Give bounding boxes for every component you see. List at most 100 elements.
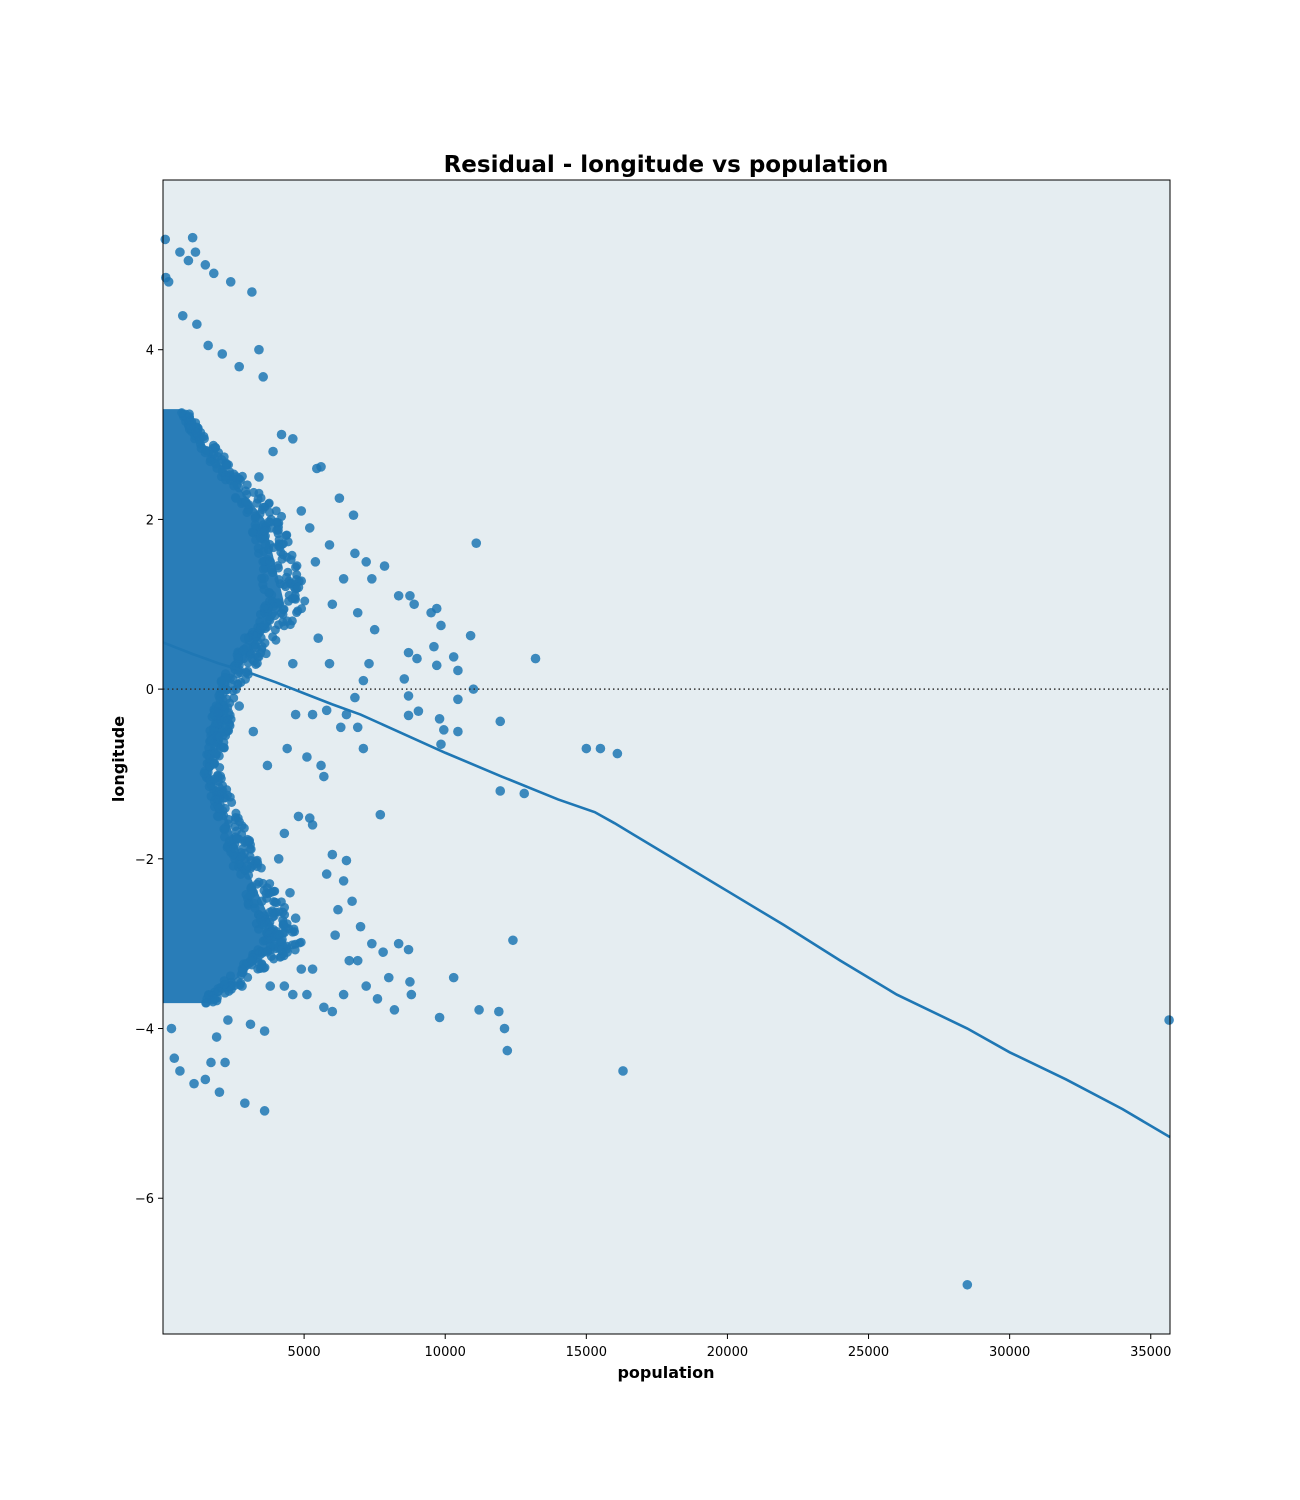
data-point bbox=[453, 665, 463, 676]
y-tick-label: −4 bbox=[135, 1023, 154, 1038]
data-point bbox=[319, 771, 329, 782]
data-point bbox=[237, 844, 247, 854]
data-point bbox=[192, 319, 202, 330]
data-point bbox=[229, 981, 239, 991]
data-point bbox=[250, 903, 260, 913]
data-point bbox=[495, 786, 506, 796]
data-point bbox=[502, 1045, 513, 1056]
data-point bbox=[612, 748, 623, 759]
data-point bbox=[453, 726, 463, 737]
data-point bbox=[341, 709, 352, 720]
data-point bbox=[219, 979, 229, 989]
data-point bbox=[453, 694, 463, 705]
data-point bbox=[217, 349, 228, 359]
data-point bbox=[271, 506, 281, 516]
data-point bbox=[284, 596, 294, 606]
data-point bbox=[265, 615, 275, 625]
data-point bbox=[186, 421, 196, 431]
data-point bbox=[247, 287, 257, 297]
data-point bbox=[256, 912, 266, 922]
data-point bbox=[210, 749, 220, 759]
data-point bbox=[230, 815, 240, 825]
data-point bbox=[260, 526, 270, 536]
data-point bbox=[274, 575, 284, 585]
data-point bbox=[204, 990, 214, 1000]
data-point bbox=[160, 234, 171, 245]
data-point bbox=[225, 277, 236, 287]
data-point bbox=[213, 719, 223, 729]
data-point bbox=[962, 1279, 973, 1290]
data-point bbox=[1164, 1015, 1174, 1025]
data-point bbox=[279, 928, 289, 938]
data-point bbox=[375, 809, 386, 820]
data-point bbox=[214, 787, 224, 797]
y-tick-label: 2 bbox=[146, 513, 154, 528]
data-point bbox=[378, 947, 388, 957]
data-point bbox=[333, 904, 343, 915]
data-point bbox=[429, 641, 439, 652]
data-point bbox=[290, 709, 301, 720]
data-point bbox=[273, 854, 284, 864]
data-point bbox=[259, 584, 269, 594]
data-point bbox=[448, 652, 459, 662]
data-point bbox=[499, 1023, 510, 1034]
data-point bbox=[269, 941, 279, 951]
data-point bbox=[245, 890, 255, 900]
data-point bbox=[255, 964, 265, 974]
data-point bbox=[348, 510, 359, 520]
data-point bbox=[228, 686, 238, 696]
data-point bbox=[225, 971, 235, 981]
data-point bbox=[242, 489, 252, 499]
data-point bbox=[355, 921, 366, 932]
data-point bbox=[240, 633, 250, 644]
data-point bbox=[217, 742, 227, 752]
data-point bbox=[280, 910, 290, 920]
data-point bbox=[175, 1066, 185, 1076]
data-point bbox=[175, 247, 185, 257]
data-point bbox=[312, 463, 322, 474]
x-tick-label: 25000 bbox=[848, 1345, 889, 1360]
data-point bbox=[434, 1012, 445, 1023]
data-point bbox=[289, 924, 299, 934]
data-point bbox=[234, 361, 244, 372]
data-point bbox=[350, 692, 360, 703]
data-point bbox=[393, 938, 404, 949]
data-point bbox=[285, 887, 295, 898]
data-point bbox=[269, 908, 279, 918]
x-tick-label: 30000 bbox=[989, 1345, 1030, 1360]
data-point bbox=[256, 641, 267, 652]
data-point bbox=[220, 704, 230, 714]
data-point bbox=[350, 548, 360, 559]
data-point bbox=[495, 716, 506, 727]
data-point bbox=[270, 625, 280, 635]
data-point bbox=[271, 898, 281, 908]
data-point bbox=[300, 596, 310, 606]
data-point bbox=[327, 1006, 338, 1017]
data-point bbox=[237, 981, 247, 991]
data-point bbox=[439, 725, 449, 735]
data-point bbox=[222, 785, 232, 795]
dense-band-shape bbox=[163, 409, 285, 1004]
data-point bbox=[279, 981, 290, 991]
data-point bbox=[192, 428, 202, 438]
data-point bbox=[293, 582, 304, 593]
y-tick-label: 0 bbox=[146, 683, 154, 698]
data-point bbox=[431, 603, 442, 614]
data-point bbox=[229, 481, 239, 491]
y-tick-label: 4 bbox=[146, 344, 154, 359]
data-point bbox=[177, 310, 188, 321]
data-point bbox=[258, 372, 268, 382]
data-point bbox=[412, 653, 422, 664]
data-point bbox=[268, 446, 278, 457]
data-point bbox=[403, 691, 414, 701]
data-point bbox=[293, 811, 304, 822]
data-point bbox=[431, 660, 442, 671]
data-point bbox=[230, 822, 240, 832]
data-point bbox=[581, 743, 592, 754]
data-point bbox=[236, 852, 246, 862]
data-point bbox=[205, 457, 215, 467]
data-point bbox=[313, 633, 324, 644]
data-point bbox=[304, 523, 315, 533]
data-point bbox=[231, 472, 242, 482]
data-point bbox=[352, 607, 363, 618]
